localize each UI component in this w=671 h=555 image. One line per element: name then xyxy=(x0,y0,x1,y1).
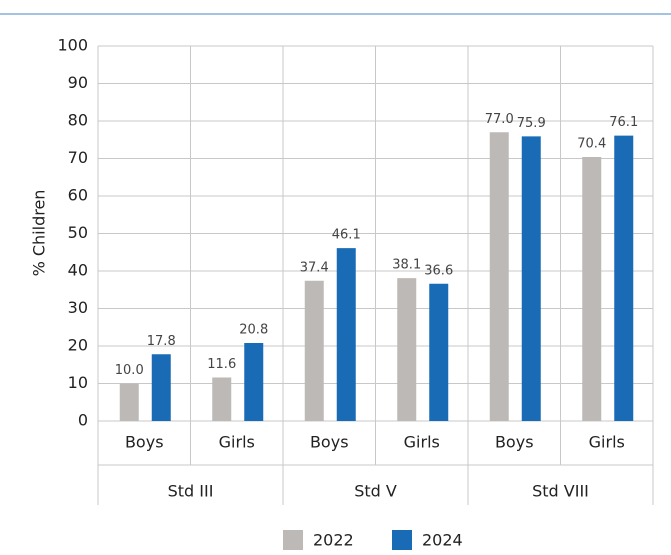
x-tick-label: Girls xyxy=(219,433,255,452)
bar xyxy=(582,157,602,421)
x-tick-label: Boys xyxy=(125,433,164,452)
value-label: 36.6 xyxy=(424,263,453,278)
y-tick-label: 50 xyxy=(68,223,88,242)
x-tick-label: Girls xyxy=(589,433,625,452)
group-label: Std V xyxy=(354,482,397,501)
legend-swatch xyxy=(392,530,412,550)
bar xyxy=(212,377,232,421)
bar xyxy=(397,278,417,421)
y-tick-label: 90 xyxy=(68,73,88,92)
y-axis-label: % Children xyxy=(30,190,49,277)
y-tick-label: 70 xyxy=(68,148,88,167)
bar xyxy=(244,343,264,421)
y-tick-label: 0 xyxy=(78,411,88,430)
value-label: 37.4 xyxy=(300,260,329,275)
value-label: 38.1 xyxy=(392,258,421,273)
group-label: Std III xyxy=(168,482,214,501)
value-label: 11.6 xyxy=(207,357,236,372)
bar xyxy=(304,280,324,421)
y-tick-label: 20 xyxy=(68,336,88,355)
y-tick-label: 80 xyxy=(68,111,88,130)
value-label: 77.0 xyxy=(485,112,514,127)
bar xyxy=(521,136,541,421)
y-tick-label: 30 xyxy=(68,298,88,317)
legend-label: 2024 xyxy=(422,531,463,550)
value-label: 46.1 xyxy=(332,228,361,243)
y-tick-label: 100 xyxy=(57,36,88,55)
group-label: Std VIII xyxy=(532,482,589,501)
value-label: 17.8 xyxy=(147,334,176,349)
bar xyxy=(119,383,139,421)
value-label: 76.1 xyxy=(609,115,638,130)
x-tick-label: Girls xyxy=(404,433,440,452)
bar xyxy=(151,354,171,421)
legend-label: 2022 xyxy=(313,531,354,550)
x-tick-label: Boys xyxy=(310,433,349,452)
bar xyxy=(614,135,634,421)
legend-swatch xyxy=(283,530,303,550)
value-label: 10.0 xyxy=(115,363,144,378)
bar xyxy=(429,283,449,421)
value-label: 20.8 xyxy=(239,323,268,338)
y-tick-label: 60 xyxy=(68,186,88,205)
bar xyxy=(336,248,356,421)
value-label: 75.9 xyxy=(517,116,546,131)
bar xyxy=(489,132,509,421)
y-tick-label: 10 xyxy=(68,373,88,392)
y-tick-label: 40 xyxy=(68,261,88,280)
value-label: 70.4 xyxy=(577,137,606,152)
x-tick-label: Boys xyxy=(495,433,534,452)
